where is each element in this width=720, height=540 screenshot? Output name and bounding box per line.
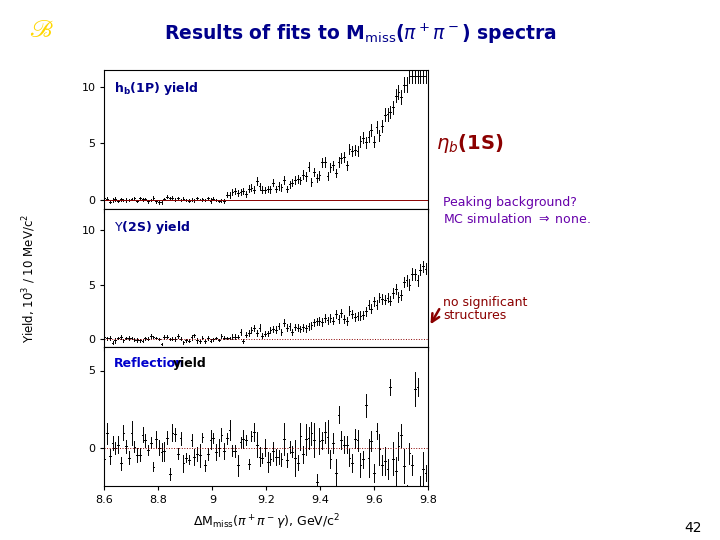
Text: structures: structures (443, 309, 506, 322)
Text: yield: yield (173, 357, 206, 370)
Text: 42: 42 (685, 521, 702, 535)
Text: Yield, 10$^3$ / 10 MeV/c$^2$: Yield, 10$^3$ / 10 MeV/c$^2$ (20, 214, 37, 342)
Text: BELLE: BELLE (32, 47, 51, 52)
Text: Results of fits to M$_\mathrm{miss}$($\pi^+\pi^-$) spectra: Results of fits to M$_\mathrm{miss}$($\p… (163, 22, 557, 46)
Text: $\Delta$M$_\mathrm{miss}$($\pi^+\pi^-\gamma$), GeV/c$^2$: $\Delta$M$_\mathrm{miss}$($\pi^+\pi^-\ga… (193, 512, 340, 532)
Text: MC simulation $\Rightarrow$ none.: MC simulation $\Rightarrow$ none. (443, 212, 590, 226)
Text: $\eta_b$(1S): $\eta_b$(1S) (436, 132, 503, 154)
Text: $\mathscr{B}$: $\mathscr{B}$ (29, 18, 54, 42)
Text: Reflection: Reflection (114, 357, 185, 370)
Text: $\Upsilon$(2S) yield: $\Upsilon$(2S) yield (114, 219, 190, 235)
Text: Peaking background?: Peaking background? (443, 196, 577, 209)
Text: h$_\mathregular{b}$(1P) yield: h$_\mathregular{b}$(1P) yield (114, 80, 199, 97)
Text: no significant: no significant (443, 296, 527, 309)
